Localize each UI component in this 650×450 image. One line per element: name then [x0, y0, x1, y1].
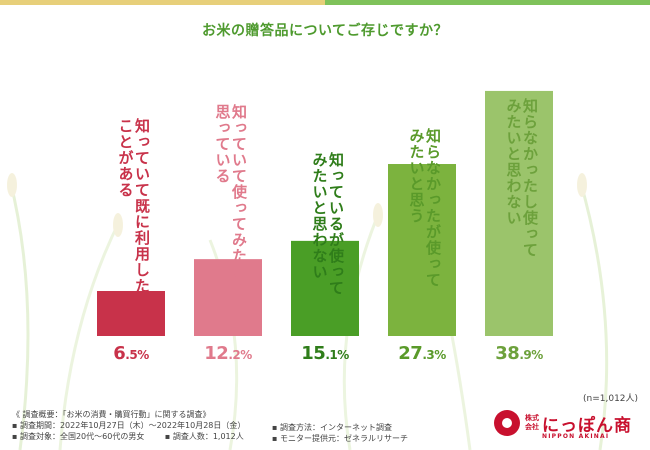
plum-flower-icon [494, 410, 520, 436]
logo-roman: NIPPON AKINAI [542, 433, 610, 440]
survey-target-text: ▪ 調査対象：全国20代～60代の男女 [12, 432, 145, 441]
chart-title: お米の贈答品についてご存じですか？ [201, 23, 449, 39]
survey-summary-heading: 《 調査概要：「お米の消費・購買行動」に関する調査》 [12, 410, 211, 419]
logo-name: にっぽん商 [542, 416, 632, 436]
bar-label-1: 知っていて既に利用した ことがある [116, 118, 152, 294]
bar-5 [485, 90, 553, 337]
bar-label-3: 知っているが使って みたいと思わない [310, 152, 346, 296]
value-label-2: 12.2% [204, 343, 252, 364]
survey-period: ▪ 調査期間：2022年10月27日（木）～2022年10月28日（金） [12, 421, 246, 430]
top-accent-bar [0, 0, 650, 5]
value-label-1: 6.5% [113, 343, 149, 364]
top-accent-yellow [0, 0, 325, 5]
survey-provider: ▪ モニター提供元：ゼネラルリサーチ [272, 434, 408, 443]
bar-1 [97, 291, 165, 336]
logo-corp-mark: 株式会社 [525, 414, 539, 431]
bar-label-4: 知らなかったが使って みたいと思う [407, 128, 443, 288]
survey-target: ▪ 調査対象：全国20代～60代の男女 ▪ 調査人数：1,012人 [12, 431, 272, 442]
survey-summary-right: ▪ 調査方法：インターネット調査 ▪ モニター提供元：ゼネラルリサーチ [272, 422, 472, 444]
sample-size-note: (n=1,012人) [583, 394, 639, 404]
survey-summary-left: 《 調査概要：「お米の消費・購買行動」に関する調査》 ▪ 調査期間：2022年1… [12, 409, 272, 442]
value-label-5: 38.9% [495, 343, 543, 364]
survey-count: ▪ 調査人数：1,012人 [164, 432, 244, 441]
bar-label-5: 知らなかったし使って みたいと思わない [504, 98, 540, 258]
value-label-3: 15.1% [301, 343, 349, 364]
bar-4 [388, 164, 456, 336]
company-logo: 株式会社 にっぽん商 NIPPON AKINAI [494, 410, 644, 442]
bar-3 [291, 240, 359, 336]
survey-method: ▪ 調査方法：インターネット調査 [272, 423, 392, 432]
bar-label-2: 知っていて使ってみたいと 思っている [213, 104, 249, 296]
top-accent-green [325, 0, 650, 5]
bars-group [97, 90, 553, 337]
value-label-4: 27.3% [398, 343, 446, 364]
bar-2 [194, 259, 262, 336]
